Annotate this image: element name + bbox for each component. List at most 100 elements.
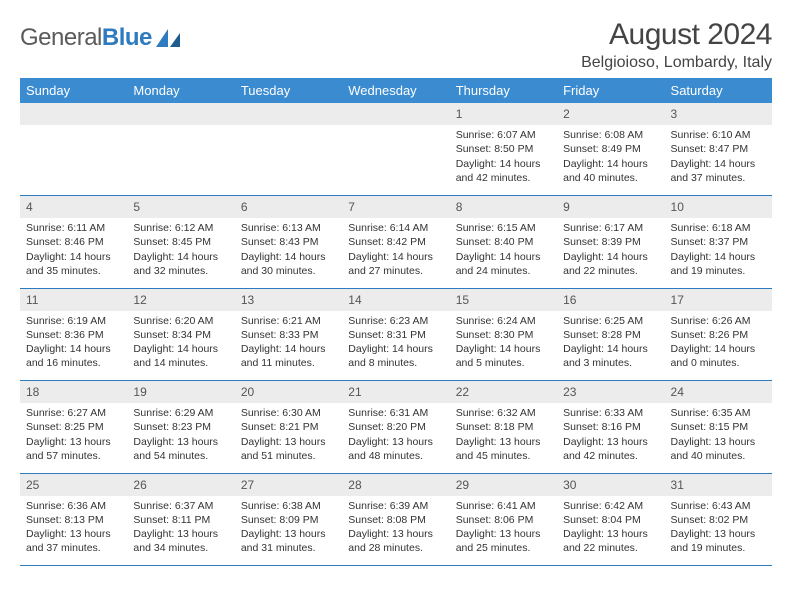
sunrise-text: Sunrise: 6:35 AM	[671, 406, 766, 420]
calendar-day-cell: 3Sunrise: 6:10 AMSunset: 8:47 PMDaylight…	[665, 103, 772, 195]
daylight-text: Daylight: 13 hours	[563, 527, 658, 541]
calendar-week-row: 11Sunrise: 6:19 AMSunset: 8:36 PMDayligh…	[20, 288, 772, 380]
daylight-text: and 8 minutes.	[348, 356, 443, 370]
sunset-text: Sunset: 8:21 PM	[241, 420, 336, 434]
day-data: Sunrise: 6:18 AMSunset: 8:37 PMDaylight:…	[665, 218, 772, 280]
day-number: 10	[665, 196, 772, 218]
daylight-text: and 57 minutes.	[26, 449, 121, 463]
sunrise-text: Sunrise: 6:08 AM	[563, 128, 658, 142]
calendar-day-cell: 22Sunrise: 6:32 AMSunset: 8:18 PMDayligh…	[450, 381, 557, 473]
daylight-text: and 25 minutes.	[456, 541, 551, 555]
sunset-text: Sunset: 8:45 PM	[133, 235, 228, 249]
day-number: 20	[235, 381, 342, 403]
sunrise-text: Sunrise: 6:23 AM	[348, 314, 443, 328]
day-data: Sunrise: 6:07 AMSunset: 8:50 PMDaylight:…	[450, 125, 557, 187]
month-title: August 2024	[581, 18, 772, 52]
sunrise-text: Sunrise: 6:17 AM	[563, 221, 658, 235]
day-data: Sunrise: 6:08 AMSunset: 8:49 PMDaylight:…	[557, 125, 664, 187]
daylight-text: Daylight: 13 hours	[348, 527, 443, 541]
sunset-text: Sunset: 8:50 PM	[456, 142, 551, 156]
day-number: 4	[20, 196, 127, 218]
calendar-day-cell: 19Sunrise: 6:29 AMSunset: 8:23 PMDayligh…	[127, 381, 234, 473]
weekday-header: Saturday	[665, 78, 772, 103]
sunrise-text: Sunrise: 6:25 AM	[563, 314, 658, 328]
daylight-text: Daylight: 14 hours	[26, 342, 121, 356]
day-data: Sunrise: 6:36 AMSunset: 8:13 PMDaylight:…	[20, 496, 127, 558]
day-number: 12	[127, 289, 234, 311]
daylight-text: Daylight: 13 hours	[133, 435, 228, 449]
daylight-text: Daylight: 14 hours	[133, 250, 228, 264]
sunrise-text: Sunrise: 6:12 AM	[133, 221, 228, 235]
daylight-text: and 40 minutes.	[563, 171, 658, 185]
daylight-text: and 22 minutes.	[563, 541, 658, 555]
sunset-text: Sunset: 8:30 PM	[456, 328, 551, 342]
calendar-day-cell: 29Sunrise: 6:41 AMSunset: 8:06 PMDayligh…	[450, 473, 557, 565]
sunset-text: Sunset: 8:13 PM	[26, 513, 121, 527]
sunset-text: Sunset: 8:04 PM	[563, 513, 658, 527]
day-number: 27	[235, 474, 342, 496]
daylight-text: and 30 minutes.	[241, 264, 336, 278]
calendar-day-cell: 4Sunrise: 6:11 AMSunset: 8:46 PMDaylight…	[20, 196, 127, 288]
daylight-text: and 19 minutes.	[671, 264, 766, 278]
sunset-text: Sunset: 8:11 PM	[133, 513, 228, 527]
day-number	[127, 103, 234, 125]
day-data: Sunrise: 6:37 AMSunset: 8:11 PMDaylight:…	[127, 496, 234, 558]
sunset-text: Sunset: 8:37 PM	[671, 235, 766, 249]
sunrise-text: Sunrise: 6:24 AM	[456, 314, 551, 328]
calendar-week-row: 1Sunrise: 6:07 AMSunset: 8:50 PMDaylight…	[20, 103, 772, 195]
sunset-text: Sunset: 8:39 PM	[563, 235, 658, 249]
sunset-text: Sunset: 8:49 PM	[563, 142, 658, 156]
week-divider	[20, 565, 772, 566]
sunset-text: Sunset: 8:36 PM	[26, 328, 121, 342]
day-data: Sunrise: 6:30 AMSunset: 8:21 PMDaylight:…	[235, 403, 342, 465]
sunrise-text: Sunrise: 6:26 AM	[671, 314, 766, 328]
day-number: 9	[557, 196, 664, 218]
daylight-text: Daylight: 13 hours	[456, 527, 551, 541]
day-data: Sunrise: 6:42 AMSunset: 8:04 PMDaylight:…	[557, 496, 664, 558]
daylight-text: Daylight: 14 hours	[563, 342, 658, 356]
sunset-text: Sunset: 8:43 PM	[241, 235, 336, 249]
daylight-text: and 14 minutes.	[133, 356, 228, 370]
calendar-day-cell: 9Sunrise: 6:17 AMSunset: 8:39 PMDaylight…	[557, 196, 664, 288]
sunset-text: Sunset: 8:18 PM	[456, 420, 551, 434]
daylight-text: and 5 minutes.	[456, 356, 551, 370]
daylight-text: Daylight: 14 hours	[26, 250, 121, 264]
day-data: Sunrise: 6:27 AMSunset: 8:25 PMDaylight:…	[20, 403, 127, 465]
daylight-text: Daylight: 13 hours	[133, 527, 228, 541]
logo-text-blue: Blue	[102, 24, 152, 51]
sunset-text: Sunset: 8:47 PM	[671, 142, 766, 156]
sunrise-text: Sunrise: 6:20 AM	[133, 314, 228, 328]
daylight-text: Daylight: 13 hours	[26, 435, 121, 449]
daylight-text: Daylight: 14 hours	[456, 250, 551, 264]
calendar-day-cell: 5Sunrise: 6:12 AMSunset: 8:45 PMDaylight…	[127, 196, 234, 288]
sunrise-text: Sunrise: 6:33 AM	[563, 406, 658, 420]
calendar-day-cell: 1Sunrise: 6:07 AMSunset: 8:50 PMDaylight…	[450, 103, 557, 195]
calendar-empty-cell	[342, 103, 449, 195]
daylight-text: Daylight: 13 hours	[671, 527, 766, 541]
day-data: Sunrise: 6:24 AMSunset: 8:30 PMDaylight:…	[450, 311, 557, 373]
daylight-text: Daylight: 14 hours	[241, 342, 336, 356]
calendar-day-cell: 17Sunrise: 6:26 AMSunset: 8:26 PMDayligh…	[665, 288, 772, 380]
weekday-header: Friday	[557, 78, 664, 103]
sunrise-text: Sunrise: 6:36 AM	[26, 499, 121, 513]
calendar-week-row: 18Sunrise: 6:27 AMSunset: 8:25 PMDayligh…	[20, 381, 772, 473]
daylight-text: and 22 minutes.	[563, 264, 658, 278]
calendar-day-cell: 14Sunrise: 6:23 AMSunset: 8:31 PMDayligh…	[342, 288, 449, 380]
daylight-text: and 24 minutes.	[456, 264, 551, 278]
day-number: 8	[450, 196, 557, 218]
sunrise-text: Sunrise: 6:14 AM	[348, 221, 443, 235]
sunrise-text: Sunrise: 6:38 AM	[241, 499, 336, 513]
day-data: Sunrise: 6:39 AMSunset: 8:08 PMDaylight:…	[342, 496, 449, 558]
daylight-text: Daylight: 14 hours	[563, 157, 658, 171]
calendar-day-cell: 26Sunrise: 6:37 AMSunset: 8:11 PMDayligh…	[127, 473, 234, 565]
daylight-text: and 19 minutes.	[671, 541, 766, 555]
day-number: 29	[450, 474, 557, 496]
title-block: August 2024 Belgioioso, Lombardy, Italy	[581, 18, 772, 72]
day-number: 16	[557, 289, 664, 311]
day-data: Sunrise: 6:26 AMSunset: 8:26 PMDaylight:…	[665, 311, 772, 373]
sunset-text: Sunset: 8:15 PM	[671, 420, 766, 434]
sunrise-text: Sunrise: 6:18 AM	[671, 221, 766, 235]
day-data: Sunrise: 6:15 AMSunset: 8:40 PMDaylight:…	[450, 218, 557, 280]
sunset-text: Sunset: 8:33 PM	[241, 328, 336, 342]
sunset-text: Sunset: 8:31 PM	[348, 328, 443, 342]
